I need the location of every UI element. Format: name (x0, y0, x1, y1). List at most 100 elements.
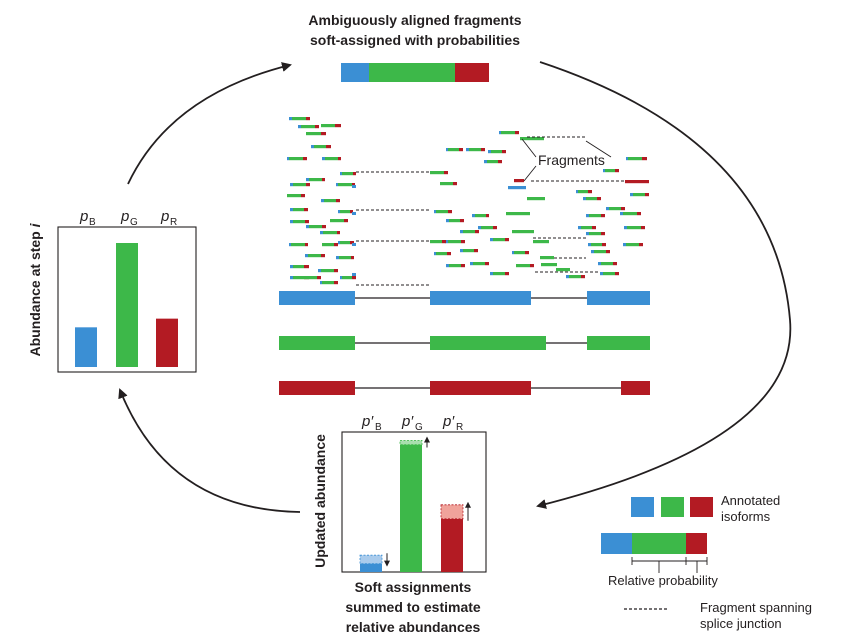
bottom-header-sub-r: R (456, 422, 463, 433)
fragment-read (287, 194, 305, 198)
fragment-segment (508, 186, 526, 190)
fragment-segment (322, 225, 326, 229)
fragment-segment (436, 210, 448, 214)
fragment-segment (641, 226, 645, 230)
fragment-segment (556, 268, 570, 272)
fragment-read (478, 226, 497, 230)
isoform-green (279, 336, 650, 350)
fragment-segment (527, 197, 545, 201)
bottom-change-b (359, 554, 383, 565)
fragment-segment (338, 157, 341, 161)
fragment-segment (645, 193, 649, 197)
fragment-segment (485, 262, 489, 266)
fragment-segment (609, 207, 621, 211)
fragment-segment (481, 226, 493, 230)
fragment-read (446, 264, 465, 268)
fragment-read (320, 281, 338, 285)
bottom-change-g (399, 439, 423, 445)
fragment-segment (605, 169, 615, 173)
fragment-read (340, 276, 356, 280)
fragment-segment (293, 183, 306, 187)
fragment-read (338, 210, 353, 214)
fragment-segment (502, 150, 506, 154)
fragment-segment (322, 178, 325, 182)
fragment-segment (445, 240, 448, 244)
fragment-segment (289, 243, 291, 247)
legend-prob-blue (601, 533, 632, 554)
fragment-segment (321, 254, 325, 258)
fragment-segment (578, 226, 581, 230)
fragment-segment (320, 231, 323, 235)
fragment-segment (601, 214, 605, 218)
fragment-read (626, 157, 647, 161)
soft-assignment-green (369, 63, 455, 82)
bottom-caption-line2: summed to estimate (345, 599, 481, 615)
fragment-read (290, 208, 308, 212)
fragment-segment (639, 243, 643, 247)
fragment-segment (340, 276, 342, 280)
fragment-read (556, 268, 570, 272)
fragment-segment (475, 230, 479, 234)
fragment-segment (338, 241, 340, 245)
fragment-segment (301, 125, 315, 129)
fragment-segment (334, 269, 338, 273)
legend-swatch-blue (631, 497, 654, 517)
fragment-read (306, 225, 326, 229)
fragment-segment (578, 190, 588, 194)
legend-swatch-green (661, 497, 684, 517)
fragment-read (630, 193, 649, 197)
isoform-red-exon-1 (279, 381, 355, 395)
cycle-arrow-left-to-top (127, 62, 292, 185)
fragment-read (472, 214, 489, 218)
fragment-read (520, 137, 544, 141)
fragment-read (620, 212, 641, 216)
fragment-segment (303, 157, 307, 161)
fragment-segment (623, 212, 637, 216)
fragments-pointer-lower (523, 165, 537, 182)
fragment-stub (352, 185, 356, 188)
top-caption-line2: soft-assigned with probabilities (310, 32, 520, 48)
isoform-green-exon-1 (279, 336, 355, 350)
fragment-segment (620, 212, 623, 216)
fragment-read (512, 251, 529, 255)
fragment-segment (322, 243, 334, 247)
fragment-segment (473, 262, 485, 266)
left-bar-b (75, 327, 97, 367)
left-panel-ylabel: Abundance at step i (27, 222, 43, 356)
fragment-segment (434, 252, 436, 256)
fragment-read (598, 262, 617, 266)
fragment-read (516, 264, 534, 268)
fragment-read (566, 275, 585, 279)
fragment-segment (460, 230, 463, 234)
isoform-green-exon-2 (430, 336, 546, 350)
fragment-segment (490, 272, 493, 276)
fragment-segment (514, 179, 524, 183)
left-header-sub-r: R (170, 217, 177, 228)
fragment-read (490, 238, 509, 242)
fragment-read (446, 148, 463, 152)
fragment-read (512, 230, 534, 234)
fragment-segment (323, 231, 337, 235)
fragment-read (330, 219, 348, 223)
isoform-blue (279, 291, 650, 305)
left-bar-r (156, 318, 178, 367)
fragment-segment (290, 208, 293, 212)
fragment-segment (430, 240, 442, 244)
fragment-segment (289, 157, 303, 161)
fragment-segment (298, 125, 301, 129)
fragment-segment (430, 171, 444, 175)
legend-prob-green (632, 533, 686, 554)
fragment-segment (463, 230, 475, 234)
fragment-segment (317, 276, 321, 280)
fragment-segment (448, 148, 459, 152)
fragment-segment (505, 272, 509, 276)
fragment-read (322, 243, 338, 247)
fragment-segment (290, 183, 293, 187)
fragment-segment (463, 249, 474, 253)
fragment-segment (340, 172, 342, 176)
fragment-read (490, 272, 509, 276)
fragment-segment (449, 264, 461, 268)
fragment-segment (293, 276, 304, 280)
fragment-segment (606, 207, 609, 211)
